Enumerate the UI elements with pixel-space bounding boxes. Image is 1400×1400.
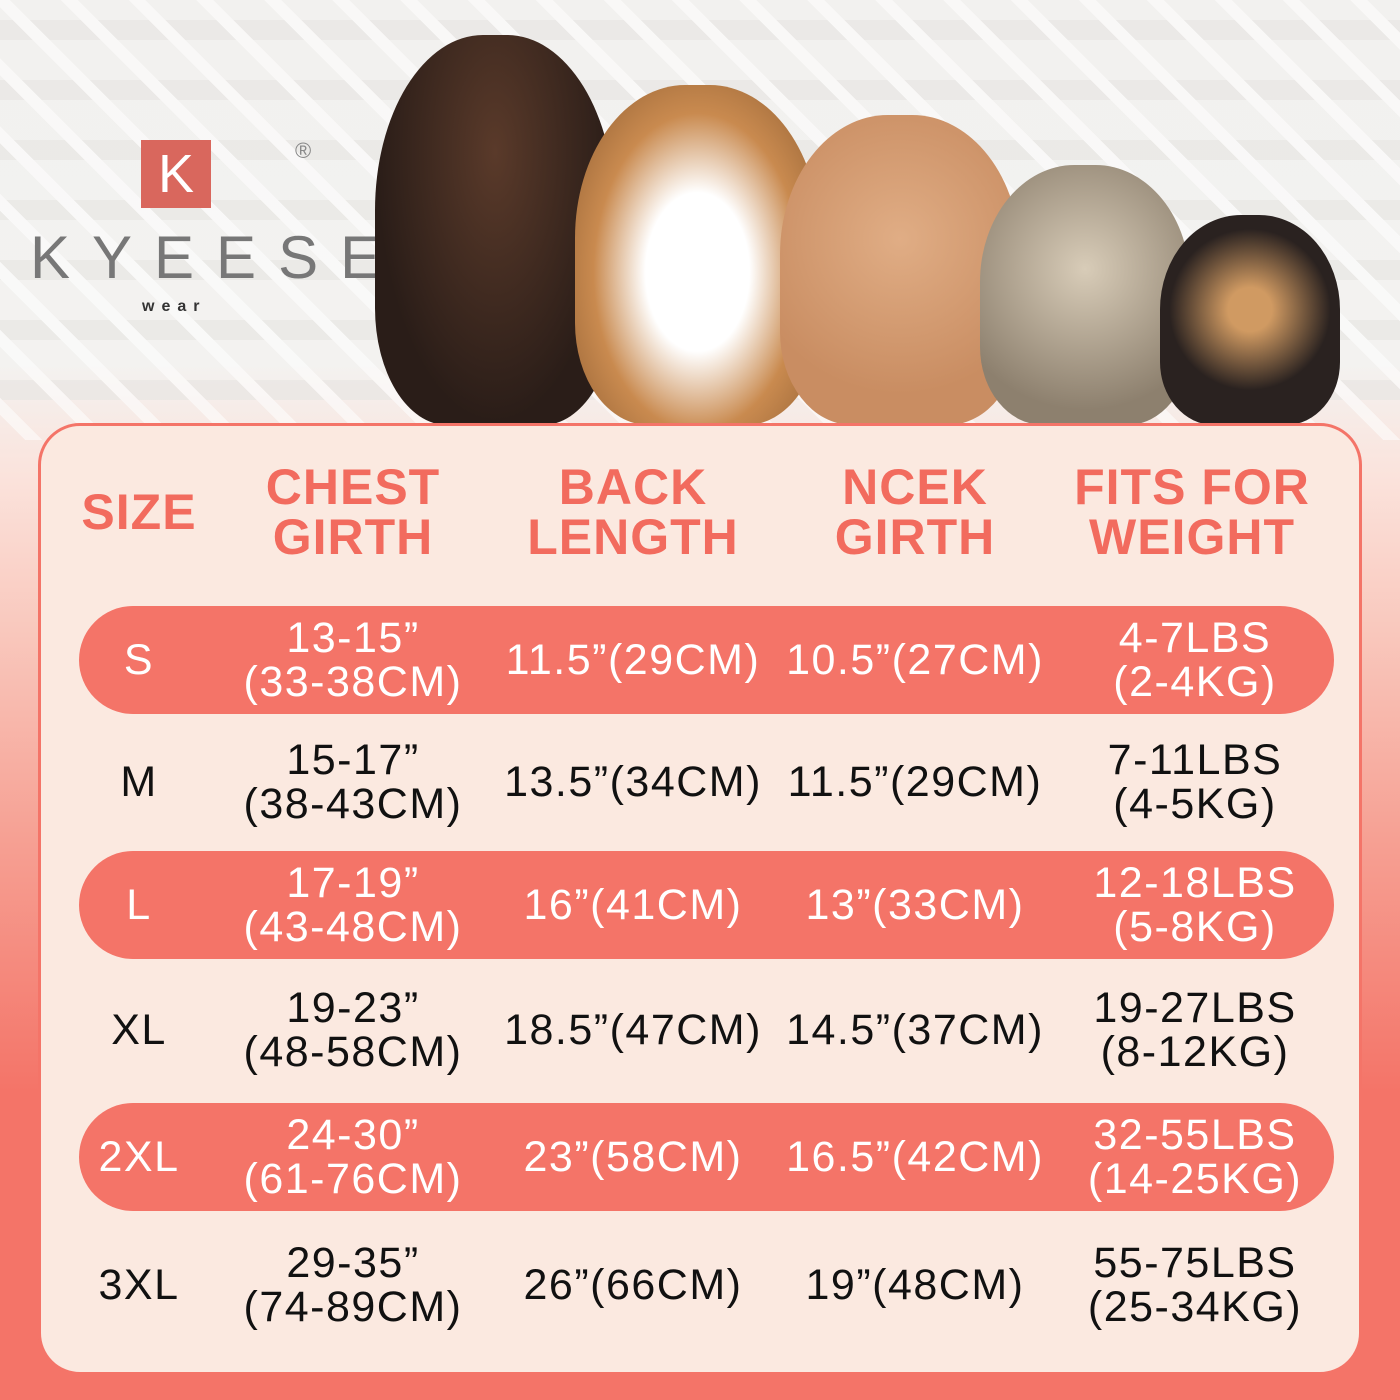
cell-line: 17-19” — [286, 859, 420, 907]
row-highlight-band — [79, 606, 1334, 714]
cell-line: 24-30” — [286, 1111, 420, 1159]
back-cell: 23”(58CM) — [523, 1133, 743, 1181]
cell-line: (25-34KG) — [1087, 1283, 1303, 1331]
cell-line: 4-7LBS — [1118, 614, 1272, 662]
header-line: WEIGHT — [1089, 509, 1295, 565]
schnauzer-image — [980, 165, 1190, 425]
cell-line: (33-38CM) — [243, 658, 463, 706]
cell-line: 19-23” — [286, 984, 420, 1032]
weight-cell: 32-55LBS (14-25KG) — [1088, 1113, 1302, 1201]
cell-line: (38-43CM) — [243, 780, 463, 828]
cell-line: (43-48CM) — [243, 903, 463, 951]
size-cell: S — [123, 636, 155, 684]
chest-cell: 29-35” (74-89CM) — [244, 1241, 463, 1329]
logo-mark: K — [141, 140, 211, 208]
cell-line: (2-4KG) — [1113, 658, 1277, 706]
cell-line: (48-58CM) — [243, 1028, 463, 1076]
back-cell: 16”(41CM) — [523, 881, 743, 929]
cell-line: (61-76CM) — [243, 1155, 463, 1203]
header-line: CHEST — [265, 459, 441, 515]
row-highlight-band — [79, 851, 1334, 959]
chest-cell: 24-30” (61-76CM) — [244, 1113, 463, 1201]
back-cell: 26”(66CM) — [523, 1261, 743, 1309]
chest-cell: 15-17” (38-43CM) — [244, 738, 463, 826]
cell-line: 15-17” — [286, 736, 420, 784]
cell-line: 55-75LBS — [1093, 1239, 1297, 1287]
header-back-length: BACK LENGTH — [527, 462, 739, 562]
neck-cell: 19”(48CM) — [805, 1261, 1025, 1309]
weight-cell: 4-7LBS (2-4KG) — [1113, 616, 1276, 704]
header-size: SIZE — [81, 484, 197, 540]
cell-line: (4-5KG) — [1113, 780, 1277, 828]
header-weight: FITS FOR WEIGHT — [1074, 462, 1310, 562]
weight-cell: 55-75LBS (25-34KG) — [1088, 1241, 1302, 1329]
chest-cell: 19-23” (48-58CM) — [244, 986, 463, 1074]
chest-cell: 17-19” (43-48CM) — [244, 861, 463, 949]
cell-line: 13-15” — [286, 614, 420, 662]
size-cell: XL — [111, 1006, 167, 1054]
brand-tagline: wear — [142, 298, 207, 315]
size-cell: L — [126, 881, 152, 929]
size-cell: M — [120, 758, 158, 806]
neck-cell: 16.5”(42CM) — [786, 1133, 1044, 1181]
neck-cell: 11.5”(29CM) — [787, 758, 1043, 806]
dogs-photo — [360, 25, 1350, 425]
back-cell: 13.5”(34CM) — [504, 758, 762, 806]
back-cell: 11.5”(29CM) — [505, 636, 761, 684]
chihuahua-image — [1160, 215, 1340, 425]
header-line: LENGTH — [527, 509, 739, 565]
cell-line: (14-25KG) — [1087, 1155, 1303, 1203]
header-neck-girth: NCEK GIRTH — [835, 462, 996, 562]
weight-cell: 19-27LBS (8-12KG) — [1093, 986, 1296, 1074]
size-cell: 2XL — [98, 1133, 180, 1181]
cell-line: (8-12KG) — [1100, 1028, 1290, 1076]
cell-line: (74-89CM) — [243, 1283, 463, 1331]
neck-cell: 13”(33CM) — [805, 881, 1025, 929]
header-line: NCEK — [842, 459, 988, 515]
cell-line: 7-11LBS — [1107, 736, 1283, 784]
cell-line: (5-8KG) — [1113, 903, 1277, 951]
brand-name: KYEESE — [30, 224, 403, 291]
header-chest-girth: CHEST GIRTH — [266, 462, 440, 562]
header-line: BACK — [558, 459, 708, 515]
cell-line: 12-18LBS — [1093, 859, 1297, 907]
row-highlight-band — [79, 1103, 1334, 1211]
registered-mark: ® — [295, 138, 312, 163]
neck-cell: 14.5”(37CM) — [786, 1006, 1044, 1054]
brand-logo: K ® KYEESE wear — [30, 135, 380, 325]
chest-cell: 13-15” (33-38CM) — [244, 616, 463, 704]
neck-cell: 10.5”(27CM) — [786, 636, 1044, 684]
beagle-image — [575, 85, 820, 425]
weight-cell: 7-11LBS (4-5KG) — [1108, 738, 1283, 826]
cell-line: 32-55LBS — [1093, 1111, 1297, 1159]
cell-line: 29-35” — [286, 1239, 420, 1287]
header-line: GIRTH — [272, 509, 434, 565]
size-cell: 3XL — [98, 1261, 180, 1309]
header-line: GIRTH — [834, 509, 996, 565]
back-cell: 18.5”(47CM) — [504, 1006, 762, 1054]
weight-cell: 12-18LBS (5-8KG) — [1093, 861, 1296, 949]
header-line: FITS FOR — [1074, 459, 1310, 515]
cell-line: 19-27LBS — [1093, 984, 1297, 1032]
